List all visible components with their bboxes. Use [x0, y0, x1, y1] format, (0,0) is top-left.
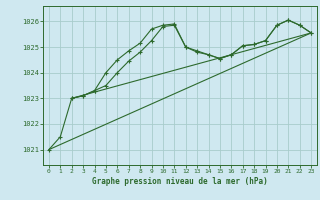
- X-axis label: Graphe pression niveau de la mer (hPa): Graphe pression niveau de la mer (hPa): [92, 177, 268, 186]
